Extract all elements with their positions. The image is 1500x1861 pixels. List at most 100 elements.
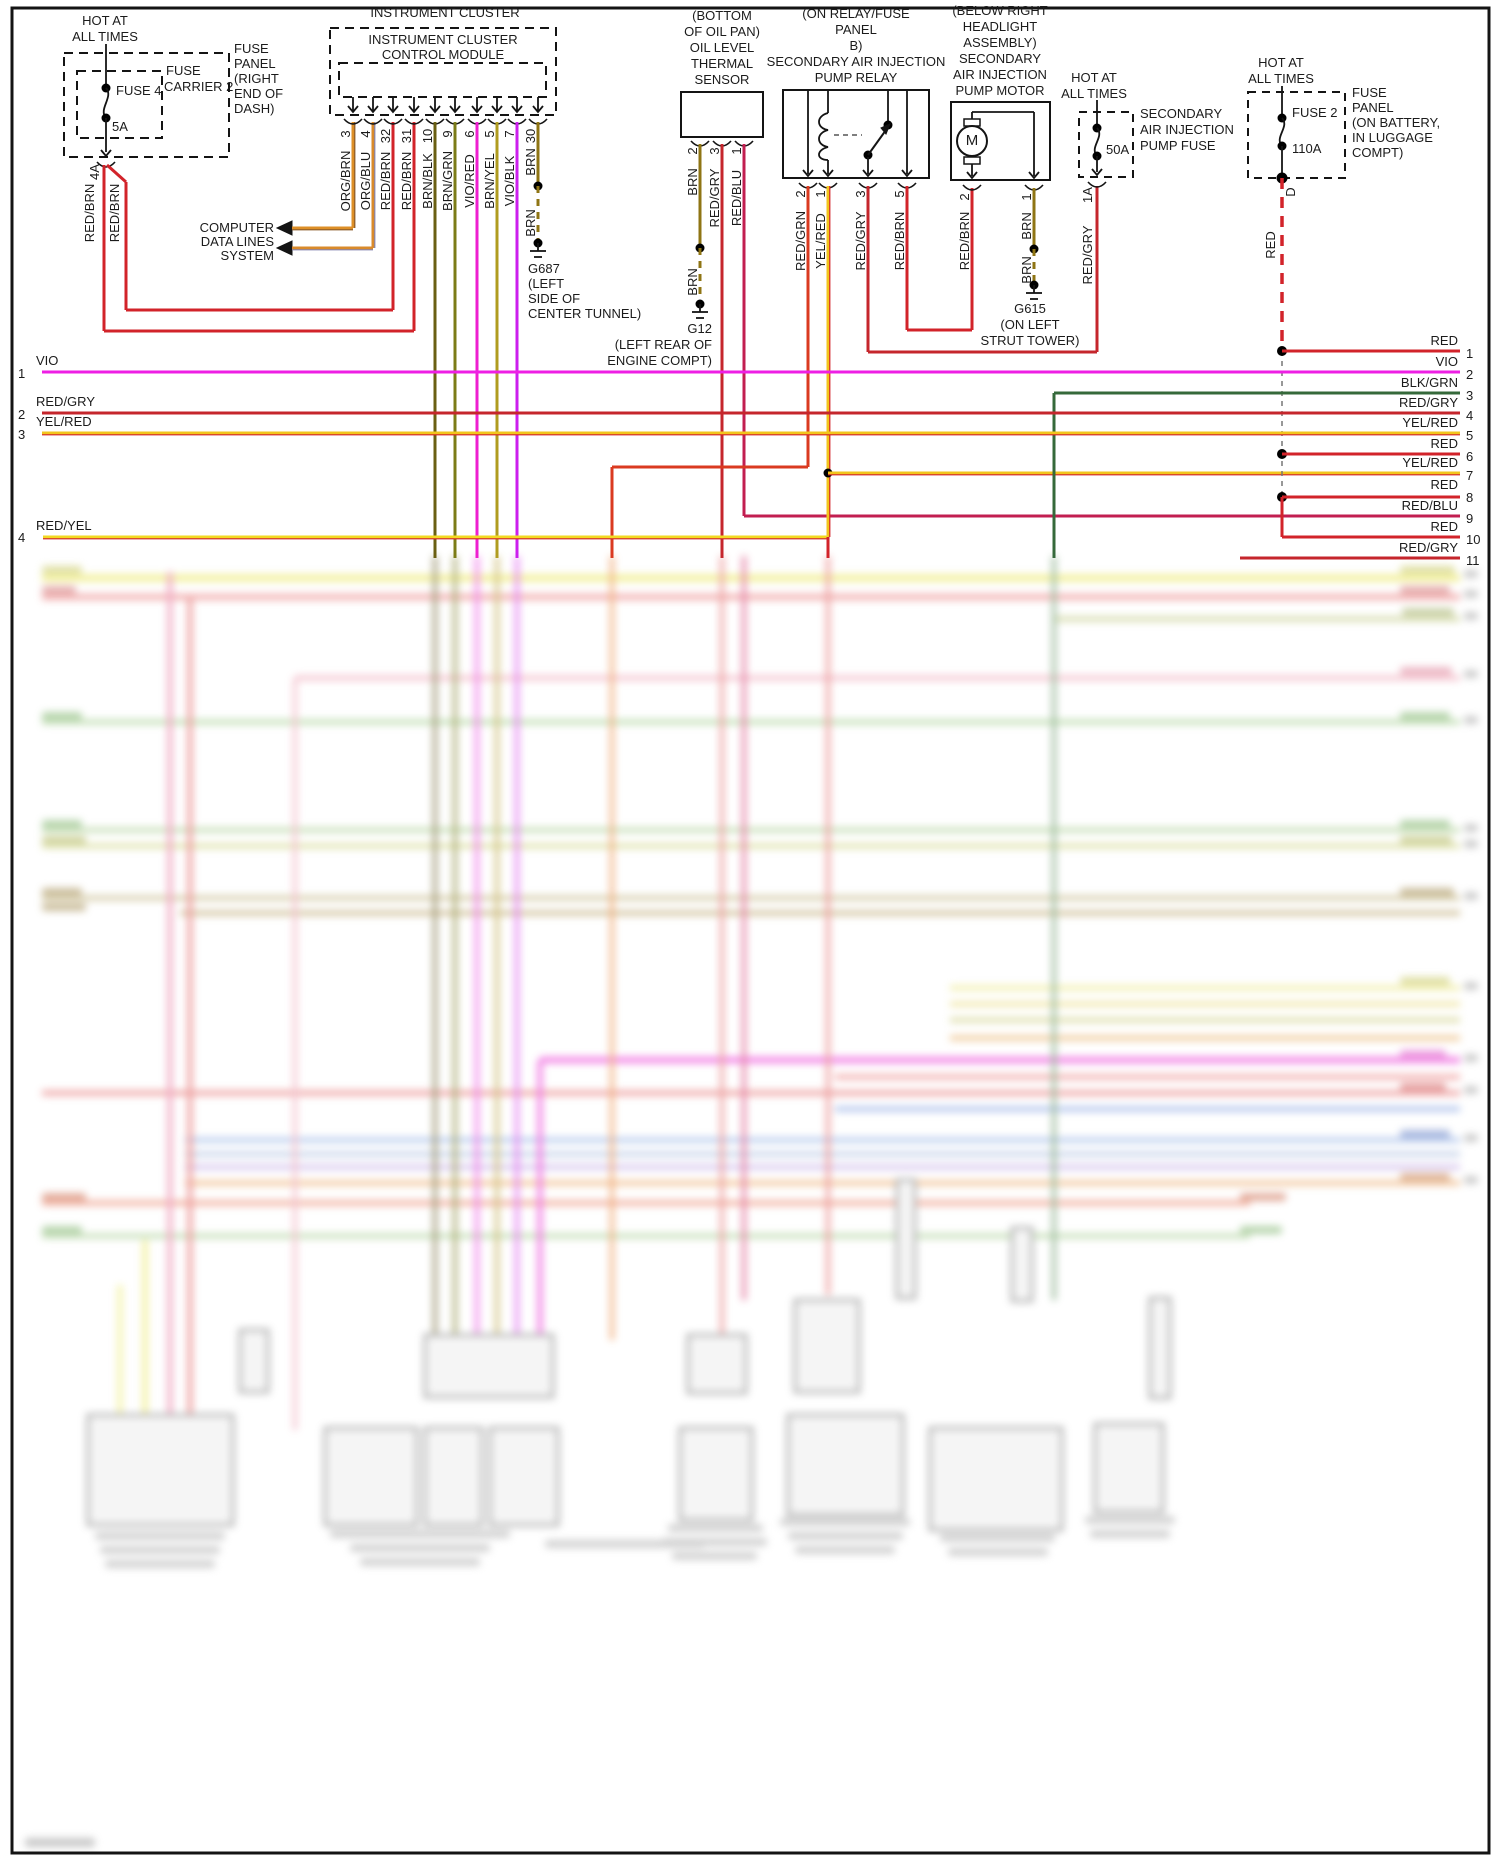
label-strut-tower: STRUT TOWER) — [980, 333, 1080, 348]
label-4: 4 — [357, 130, 373, 138]
connector-arc-icon — [343, 118, 363, 125]
label-1: 1 — [812, 190, 828, 198]
label-vio-red: VIO/RED — [461, 154, 477, 208]
label-assembly: ASSEMBLY) — [963, 35, 1037, 50]
blurred-label — [360, 1558, 480, 1566]
label-1a: 1A — [1079, 187, 1095, 203]
label-red-blu: RED/BLU — [1401, 498, 1458, 513]
relay-coil-icon — [818, 112, 829, 161]
path — [880, 123, 891, 135]
label-10: 10 — [1466, 532, 1481, 547]
label-hot-at: HOT AT — [1258, 55, 1304, 70]
blurred-component-box — [86, 1413, 235, 1527]
label-pump-motor: PUMP MOTOR — [955, 83, 1045, 98]
pin-arrow-icon — [367, 105, 379, 114]
label-yel-red: YEL/RED — [812, 213, 828, 269]
connector-arc-icon — [962, 184, 982, 191]
blurred-label — [330, 1530, 510, 1538]
label-yel-red: YEL/RED — [36, 414, 92, 429]
label-31: 31 — [398, 128, 414, 144]
label-red: RED — [1430, 477, 1458, 492]
blurred-label — [42, 1226, 82, 1234]
label-panel: PANEL — [234, 56, 276, 71]
arrow-down-icon — [1028, 171, 1040, 180]
label-2: 2 — [956, 193, 972, 201]
label-red: RED — [1430, 436, 1458, 451]
label-brn: BRN — [522, 148, 538, 176]
label-control-module: CONTROL MODULE — [381, 47, 505, 62]
arrow-down-icon — [100, 149, 112, 158]
label-org-brn: ORG/BRN — [337, 150, 353, 212]
label-pump-fuse: PUMP FUSE — [1140, 138, 1216, 153]
label-secondary-air-injection: SECONDARY AIR INJECTION — [766, 54, 946, 69]
blurred-label — [1464, 1086, 1478, 1094]
box — [10, 6, 1491, 1855]
blurred-label — [940, 1534, 1055, 1542]
blurred-label — [1464, 716, 1478, 724]
label-side-of: SIDE OF — [528, 291, 581, 306]
label-carrier-2: CARRIER 2 — [164, 79, 234, 94]
blurred-label — [1400, 566, 1455, 574]
blurred-label — [1400, 1173, 1450, 1181]
blurred-label — [42, 586, 76, 594]
label-instrument-cluster: INSTRUMENT CLUSTER — [370, 5, 520, 20]
label-7: 7 — [1466, 468, 1474, 483]
label-thermal: THERMAL — [690, 56, 754, 71]
blurred-label — [1400, 1083, 1446, 1091]
blurred-label — [42, 820, 82, 828]
blurred-label — [662, 1538, 767, 1546]
blurred-label — [1464, 612, 1478, 620]
blurred-component-box — [786, 1413, 905, 1517]
label-panel: PANEL — [835, 22, 877, 37]
blurred-label — [1464, 840, 1478, 848]
blurred-component-box — [423, 1426, 484, 1527]
label-1: 1 — [1018, 193, 1034, 201]
blurred-label — [795, 1546, 895, 1554]
label-all-times: ALL TIMES — [1061, 86, 1127, 101]
label-5: 5 — [891, 190, 907, 198]
connector-arc-icon — [1087, 181, 1107, 188]
fuse-panel-box — [63, 52, 230, 158]
label-9: 9 — [439, 130, 455, 138]
blurred-label — [1402, 608, 1454, 616]
arrow-down-icon — [862, 169, 874, 178]
label-of-oil-pan: OF OIL PAN) — [684, 24, 760, 39]
pin-arrow-icon — [471, 105, 483, 114]
label-bottom: (BOTTOM — [692, 8, 752, 23]
label-fuse: FUSE — [1352, 85, 1387, 100]
blurred-label — [1464, 1134, 1478, 1142]
label-11: 11 — [1466, 553, 1480, 568]
arrow-down-icon — [901, 169, 913, 178]
blurred-label — [1464, 590, 1478, 598]
blurred-label — [1240, 1226, 1282, 1234]
blurred-label — [672, 1552, 757, 1560]
label-red-yel: RED/YEL — [36, 518, 92, 533]
label-red-gry: RED/GRY — [36, 394, 95, 409]
label-110a: 110A — [1292, 141, 1322, 156]
blurred-component-box — [678, 1426, 754, 1522]
pin-arrow-icon — [511, 105, 523, 114]
blurred-component-box — [1148, 1296, 1172, 1400]
pin-arrow-icon — [449, 105, 461, 114]
label-all-times: ALL TIMES — [1248, 71, 1314, 86]
label-left: (LEFT — [528, 276, 565, 291]
label-on-left: (ON LEFT — [1000, 317, 1060, 332]
label-3: 3 — [706, 147, 722, 155]
blurred-label — [1464, 892, 1478, 900]
label-center-tunnel: CENTER TUNNEL) — [528, 306, 642, 321]
connector-arc-icon — [363, 118, 383, 125]
pin-arrow-icon — [429, 105, 441, 114]
blurred-label — [105, 1560, 215, 1568]
blurred-label — [1400, 712, 1450, 720]
label-6: 6 — [1466, 449, 1474, 464]
label-2: 2 — [18, 407, 26, 422]
label-brn: BRN — [1018, 256, 1034, 284]
label-red-brn: RED/BRN — [106, 183, 122, 243]
label-fuse-4: FUSE 4 — [116, 83, 162, 98]
label-fuse-2: FUSE 2 — [1292, 105, 1338, 120]
label-org-blu: ORG/BLU — [357, 151, 373, 211]
label-data-lines: DATA LINES — [200, 234, 274, 249]
label-fuse: FUSE — [166, 63, 201, 78]
blurred-label — [350, 1544, 490, 1552]
